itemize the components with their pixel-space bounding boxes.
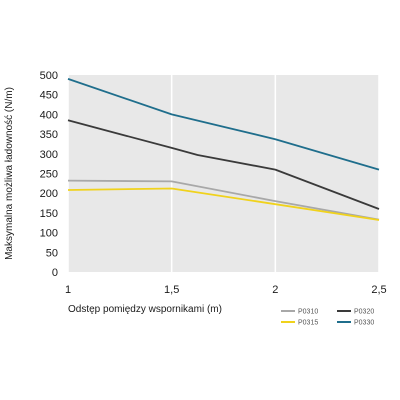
y-tick-label: 150 [40, 208, 58, 220]
y-tick-label: 200 [40, 188, 58, 200]
y-tick-label: 250 [40, 169, 58, 181]
y-tick-label: 50 [46, 247, 58, 259]
series-line-p0320 [67, 119, 380, 210]
x-tick-label: 2,5 [371, 284, 386, 296]
legend-label: P0330 [354, 320, 374, 327]
y-axis-ticks: 0 50 100 150 200 250 300 350 400 450 500 [40, 70, 58, 279]
y-tick-label: 300 [40, 149, 58, 161]
x-tick-label: 1 [65, 284, 71, 296]
x-axis-ticks: 1 1,5 2 2,5 [65, 284, 387, 296]
y-tick-label: 450 [40, 90, 58, 102]
legend-item: P0310 [281, 309, 318, 316]
legend-label: P0320 [354, 309, 374, 316]
x-tick-label: 2 [272, 284, 278, 296]
series-lines [67, 78, 380, 221]
x-axis-title: Odstęp pomiędzy wspornikami (m) [68, 304, 222, 315]
y-tick-label: 0 [52, 267, 58, 279]
legend: P0310 P0315 P0320 P0330 [281, 309, 374, 327]
legend-label: P0310 [298, 309, 318, 316]
legend-item: P0320 [337, 309, 374, 316]
series-line-p0310 [67, 179, 380, 221]
y-tick-label: 500 [40, 70, 58, 82]
y-axis-title: Maksymalna możliwa ładowność (N/m) [4, 87, 15, 260]
legend-label: P0315 [298, 320, 318, 327]
y-tick-label: 400 [40, 109, 58, 121]
x-tick-label: 1,5 [164, 284, 179, 296]
grid-lines [67, 75, 380, 272]
legend-item: P0315 [281, 320, 318, 327]
y-tick-label: 350 [40, 129, 58, 141]
plot-background [68, 75, 379, 272]
series-line-p0315 [67, 187, 380, 221]
legend-item: P0330 [337, 320, 374, 327]
y-tick-label: 100 [40, 228, 58, 240]
series-line-p0330 [67, 78, 380, 171]
